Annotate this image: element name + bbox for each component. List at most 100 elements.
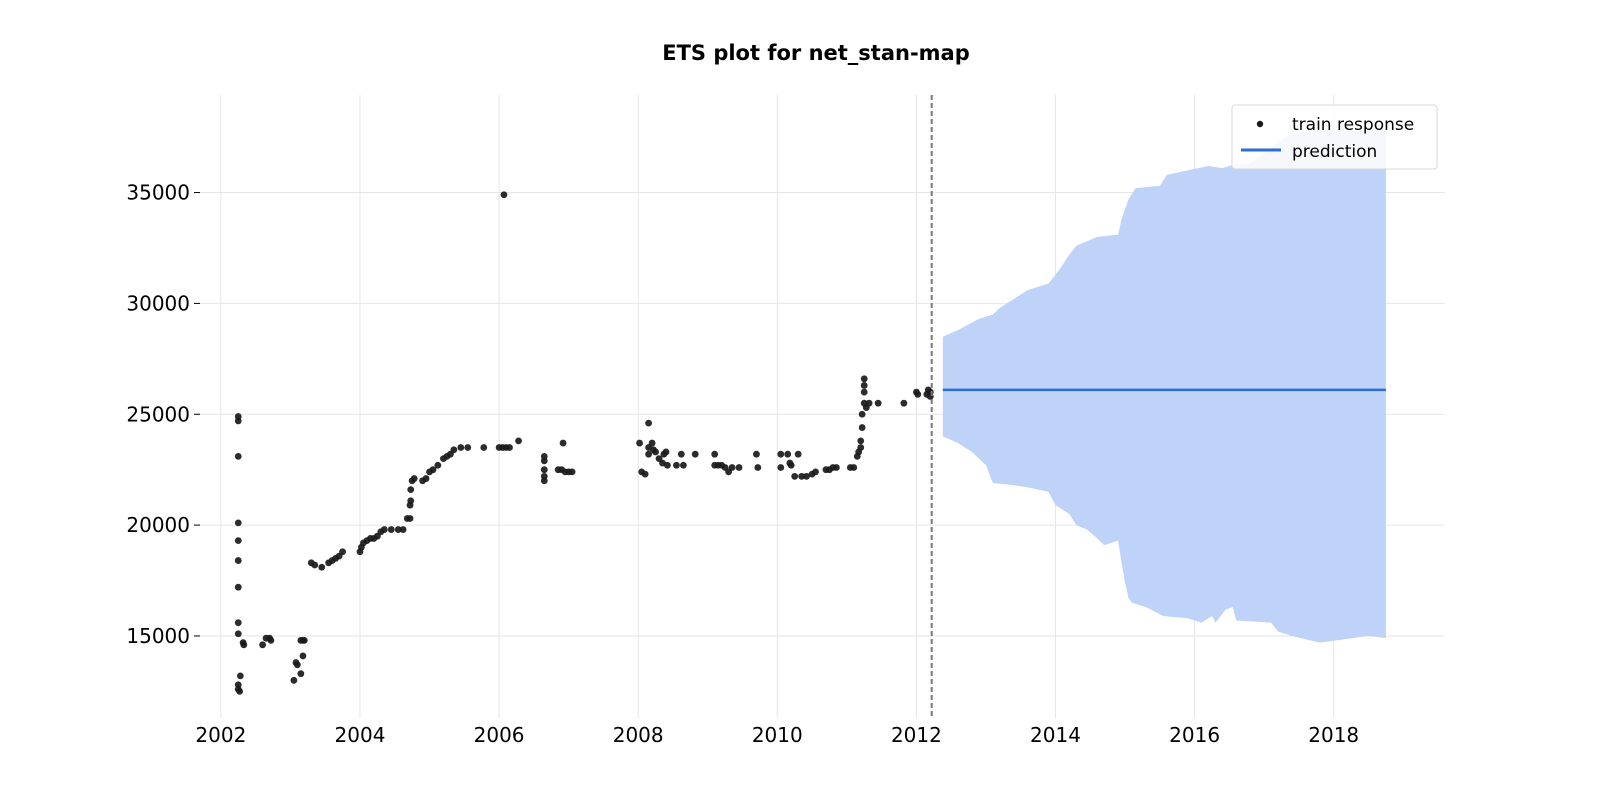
prediction-interval-band [942,130,1386,643]
x-tick-label-2014: 2014 [1030,723,1081,747]
train-response-point-1 [234,417,242,425]
train-response-point-79 [559,439,567,447]
train-response-point-12 [236,672,244,680]
y-tick-label-20000: 20000 [126,513,190,537]
x-tick-label-2004: 2004 [335,723,386,747]
train-response-point-115 [787,461,795,469]
train-response-point-136 [860,382,868,389]
legend-box [1231,104,1438,170]
x-tick-label-2018: 2018 [1308,723,1359,747]
train-response-point-91 [652,448,659,456]
x-tick-label-2008: 2008 [613,723,664,747]
train-response-point-135 [860,388,868,396]
train-response-point-76 [540,477,548,485]
train-response-point-53 [410,475,418,482]
train-response-point-63 [457,444,465,451]
train-response-point-107 [728,464,736,471]
train-response-point-45 [394,526,402,533]
train-response-point-28 [311,561,319,569]
train-response-point-62 [450,446,458,454]
train-response-point-118 [798,472,806,480]
train-response-point-55 [422,475,430,482]
train-response-point-85 [641,470,649,478]
legend-marker-train-response [1256,120,1264,128]
chart-title: ETS plot for net_stan-map [662,41,970,65]
train-response-point-24 [300,637,308,644]
train-response-point-116 [791,472,799,480]
train-response-point-110 [754,464,762,471]
train-response-point-132 [858,424,866,431]
train-response-point-4 [234,537,242,545]
train-response-point-140 [874,399,882,407]
train-response-point-95 [662,448,670,456]
train-response-point-109 [753,450,760,458]
train-response-point-15 [259,641,266,649]
train-response-point-5 [234,557,242,564]
train-response-point-11 [236,687,244,695]
train-response-point-99 [679,461,687,469]
y-tick-label-25000: 25000 [126,402,190,426]
train-response-point-14 [240,641,248,649]
train-response-point-121 [812,468,819,476]
train-response-point-130 [857,444,865,451]
train-response-point-7 [234,619,242,627]
train-response-point-69 [506,444,513,451]
train-response-point-89 [648,439,656,447]
x-tick-label-2012: 2012 [891,723,942,747]
train-response-point-137 [860,375,868,383]
train-response-point-2 [234,452,242,460]
x-tick-label-2016: 2016 [1169,723,1220,747]
line-layer [930,95,1386,718]
train-response-point-96 [663,461,671,469]
train-response-point-6 [234,583,242,591]
train-response-point-74 [540,466,548,474]
train-response-point-127 [850,464,858,471]
train-response-point-113 [784,450,792,458]
train-response-point-34 [339,548,346,556]
train-response-point-44 [387,526,395,533]
train-response-point-139 [865,399,873,407]
train-response-point-21 [293,661,301,669]
train-response-point-97 [673,461,680,469]
legend: train response prediction [1231,104,1438,170]
y-tick-label-35000: 35000 [126,181,190,205]
train-response-point-64 [464,444,472,451]
train-response-point-133 [858,410,866,418]
train-response-point-46 [399,526,407,533]
train-response-point-26 [297,670,305,678]
y-tick-label-30000: 30000 [126,291,190,315]
train-response-point-131 [857,437,865,445]
legend-label-train-response: train response [1292,115,1414,135]
y-axis-ticks: 15000 20000 25000 30000 35000 [126,181,200,648]
train-response-point-25 [299,652,307,660]
train-response-point-57 [429,466,437,474]
legend-label-prediction: prediction [1292,142,1377,162]
train-response-point-51 [407,486,415,494]
train-response-point-82 [568,468,576,476]
train-response-points [234,191,934,695]
train-response-point-111 [777,450,785,458]
train-response-point-18 [267,637,275,644]
prediction-interval-layer [942,130,1386,643]
x-tick-label-2010: 2010 [752,723,803,747]
train-response-point-117 [794,450,802,458]
train-response-point-3 [234,519,242,527]
train-response-point-19 [290,676,298,684]
train-response-point-119 [803,472,810,480]
train-response-point-70 [515,437,522,445]
train-response-point-101 [711,450,719,458]
train-response-point-141 [900,399,908,407]
train-response-point-50 [407,497,415,505]
train-response-point-58 [434,461,442,469]
train-response-point-43 [380,526,388,533]
x-axis-ticks: 2002 2004 2006 2008 2010 2012 2014 2016 2018 [195,723,1359,747]
train-response-point-65 [480,444,488,451]
x-tick-label-2006: 2006 [474,723,525,747]
train-response-point-143 [914,390,922,398]
train-response-point-48 [406,515,414,522]
train-response-point-98 [677,450,685,458]
train-response-point-83 [636,439,643,447]
train-response-point-8 [234,630,242,638]
x-tick-label-2002: 2002 [195,723,246,747]
